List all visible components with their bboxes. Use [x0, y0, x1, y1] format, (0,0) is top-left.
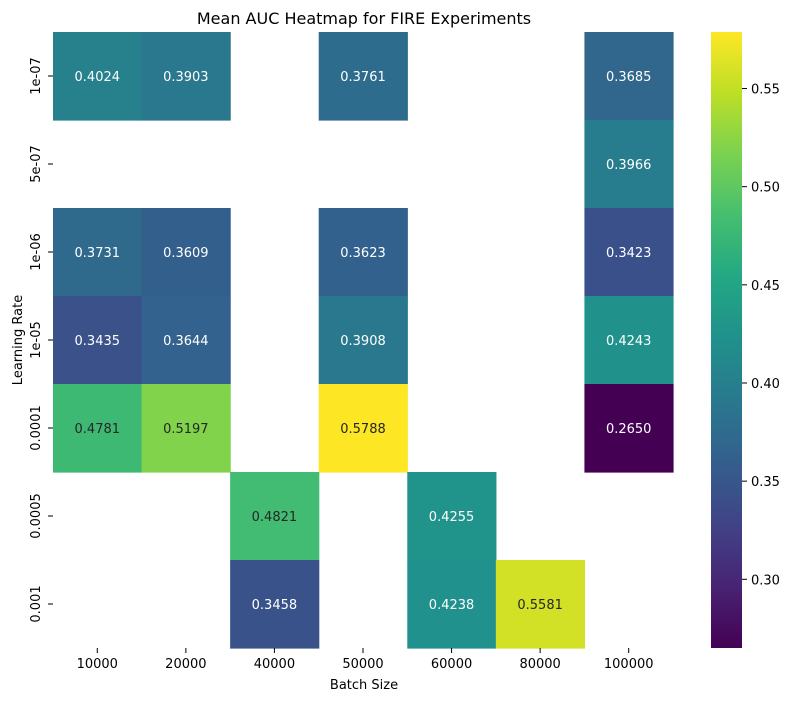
heatmap-cell	[584, 384, 674, 473]
y-tick-label: 1e-06	[29, 233, 44, 271]
heatmap-cell	[318, 384, 408, 473]
heatmap-cell	[141, 384, 231, 473]
heatmap-cell	[53, 32, 143, 121]
cell-value-label: 0.3966	[606, 158, 652, 173]
x-tick-label: 10000	[77, 657, 118, 672]
cell-value-label: 0.3903	[163, 70, 209, 85]
cell-value-label: 0.3609	[163, 246, 209, 261]
heatmap-cell	[318, 208, 408, 297]
colorbar: 0.30 0.35 0.40 0.45 0.50 0.55	[711, 32, 780, 648]
cell-value-label: 0.4821	[252, 510, 298, 525]
heatmap-cell	[53, 296, 143, 385]
heatmap-cell	[407, 560, 497, 649]
colorbar-tick-label: 0.40	[751, 377, 780, 392]
y-axis-ticks: 1e-07 5e-07 1e-06 1e-05 0.0001 0.0005 0.001	[29, 57, 53, 623]
y-tick-label: 0.001	[29, 585, 44, 622]
cell-value-label: 0.3731	[75, 246, 121, 261]
colorbar-bar	[711, 32, 742, 648]
heatmap-cell	[584, 32, 674, 121]
chart-title: Mean AUC Heatmap for FIRE Experiments	[197, 9, 531, 28]
cell-value-label: 0.3435	[75, 334, 121, 349]
heatmap-cell	[141, 296, 231, 385]
heatmap-cell	[53, 384, 143, 473]
colorbar-tick-label: 0.50	[751, 181, 780, 196]
cell-value-label: 0.3623	[340, 246, 386, 261]
cell-value-label: 0.2650	[606, 422, 652, 437]
y-axis-label: Learning Rate	[11, 295, 26, 385]
heatmap-cell	[318, 32, 408, 121]
colorbar-tick-label: 0.55	[751, 83, 780, 98]
x-tick-label: 20000	[165, 657, 206, 672]
cell-value-label: 0.4238	[429, 598, 475, 613]
cell-value-label: 0.4781	[75, 422, 121, 437]
cell-value-label: 0.3644	[163, 334, 209, 349]
x-tick-label: 40000	[254, 657, 295, 672]
y-tick-label: 0.0001	[29, 405, 44, 451]
cell-value-label: 0.3423	[606, 246, 652, 261]
cell-value-label: 0.3908	[340, 334, 386, 349]
heatmap-cell	[584, 208, 674, 297]
heatmap-cell	[407, 472, 497, 561]
cell-value-label: 0.3685	[606, 70, 652, 85]
x-tick-label: 100000	[604, 657, 654, 672]
colorbar-tick-label: 0.30	[751, 573, 780, 588]
y-tick-label: 1e-05	[29, 321, 44, 359]
heatmap-cell	[230, 560, 320, 649]
cell-value-label: 0.4243	[606, 334, 652, 349]
x-axis-ticks: 10000 20000 40000 50000 60000 80000 100000	[77, 648, 654, 672]
heatmap-cell	[230, 472, 320, 561]
y-tick-label: 0.0005	[29, 493, 44, 539]
heatmap-cell	[318, 296, 408, 385]
colorbar-tick-label: 0.35	[751, 475, 780, 490]
heatmap-cell	[141, 208, 231, 297]
heatmap-cell	[141, 32, 231, 121]
heatmap-cell	[584, 120, 674, 209]
heatmap-cells: 0.4024 0.3903 0.3761 0.3685 0.3966 0.3731 0.36…	[53, 32, 674, 649]
y-tick-label: 5e-07	[29, 145, 44, 183]
heatmap-cell	[584, 296, 674, 385]
cell-value-label: 0.5197	[163, 422, 209, 437]
x-tick-label: 50000	[342, 657, 383, 672]
cell-value-label: 0.4255	[429, 510, 475, 525]
heatmap-cell	[495, 560, 586, 649]
cell-value-label: 0.5581	[517, 598, 563, 613]
cell-value-label: 0.4024	[75, 70, 121, 85]
y-tick-label: 1e-07	[29, 57, 44, 95]
x-tick-label: 80000	[519, 657, 560, 672]
cell-value-label: 0.3458	[252, 598, 298, 613]
heatmap-cell	[53, 208, 143, 297]
colorbar-tick-label: 0.45	[751, 279, 780, 294]
x-tick-label: 60000	[431, 657, 472, 672]
cell-value-label: 0.5788	[340, 422, 386, 437]
cell-value-label: 0.3761	[340, 70, 386, 85]
x-axis-label: Batch Size	[330, 678, 398, 693]
